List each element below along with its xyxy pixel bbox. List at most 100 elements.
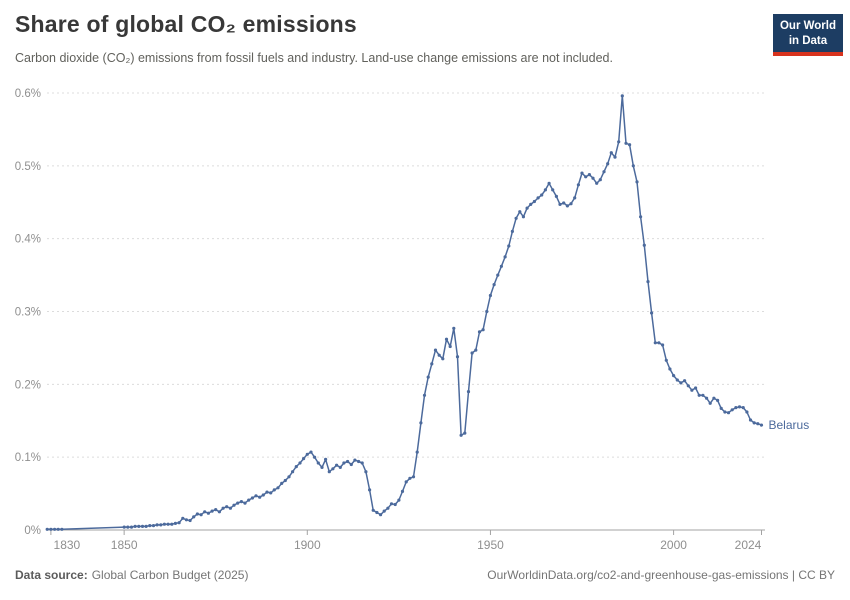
data-point[interactable]: [441, 357, 445, 361]
data-point[interactable]: [675, 378, 679, 382]
data-point[interactable]: [353, 458, 357, 462]
data-point[interactable]: [492, 283, 496, 287]
data-point[interactable]: [170, 522, 174, 526]
data-point[interactable]: [635, 180, 639, 184]
data-point[interactable]: [719, 406, 723, 410]
data-point[interactable]: [269, 491, 273, 495]
data-point[interactable]: [320, 465, 324, 469]
data-point[interactable]: [294, 465, 298, 469]
data-point[interactable]: [679, 381, 683, 385]
data-point[interactable]: [455, 355, 460, 359]
data-point[interactable]: [734, 406, 738, 410]
data-point[interactable]: [368, 488, 372, 492]
data-point[interactable]: [463, 431, 467, 435]
data-point[interactable]: [214, 508, 218, 512]
data-point[interactable]: [642, 243, 646, 247]
data-point[interactable]: [474, 348, 478, 352]
data-point[interactable]: [433, 348, 438, 352]
data-point[interactable]: [422, 393, 427, 397]
data-point[interactable]: [56, 527, 60, 531]
data-point[interactable]: [400, 489, 405, 493]
data-point[interactable]: [521, 215, 526, 219]
data-point[interactable]: [364, 470, 368, 474]
data-point[interactable]: [580, 171, 584, 175]
data-point[interactable]: [195, 512, 199, 516]
data-point[interactable]: [206, 511, 210, 515]
data-point[interactable]: [708, 401, 712, 405]
data-point[interactable]: [239, 500, 243, 504]
data-point[interactable]: [510, 229, 514, 233]
data-point[interactable]: [650, 311, 654, 315]
data-point[interactable]: [759, 423, 764, 427]
data-point[interactable]: [518, 210, 522, 214]
data-point[interactable]: [532, 199, 537, 204]
data-point[interactable]: [415, 450, 419, 454]
data-point[interactable]: [140, 524, 145, 529]
data-point[interactable]: [668, 367, 672, 371]
series-label-belarus[interactable]: Belarus: [769, 418, 810, 432]
data-point[interactable]: [646, 280, 650, 284]
data-point[interactable]: [485, 309, 489, 314]
data-point[interactable]: [45, 527, 49, 531]
data-point[interactable]: [459, 433, 463, 437]
data-point[interactable]: [148, 524, 152, 528]
data-point[interactable]: [331, 467, 335, 471]
data-point[interactable]: [309, 450, 313, 454]
data-point[interactable]: [217, 510, 221, 514]
data-point[interactable]: [122, 525, 126, 529]
data-point[interactable]: [265, 490, 269, 494]
data-point[interactable]: [430, 362, 434, 366]
data-point[interactable]: [276, 486, 280, 490]
data-point[interactable]: [752, 421, 756, 425]
data-point[interactable]: [551, 188, 555, 192]
data-point[interactable]: [565, 204, 570, 208]
data-point[interactable]: [609, 151, 613, 155]
data-point[interactable]: [558, 202, 562, 206]
data-point[interactable]: [514, 216, 518, 220]
data-point[interactable]: [375, 510, 379, 515]
data-point[interactable]: [133, 524, 137, 529]
data-point[interactable]: [507, 244, 511, 248]
data-point[interactable]: [562, 201, 566, 205]
data-point[interactable]: [569, 202, 573, 206]
data-point[interactable]: [280, 481, 284, 485]
data-point[interactable]: [393, 502, 397, 507]
data-point[interactable]: [397, 498, 401, 502]
data-point[interactable]: [411, 475, 416, 479]
data-point[interactable]: [540, 193, 544, 197]
data-point[interactable]: [712, 396, 716, 400]
data-point[interactable]: [587, 173, 592, 177]
data-point[interactable]: [313, 455, 317, 459]
data-point[interactable]: [748, 418, 753, 422]
data-point[interactable]: [664, 358, 668, 362]
data-point[interactable]: [756, 422, 760, 426]
data-point[interactable]: [602, 170, 606, 174]
data-point[interactable]: [620, 94, 624, 98]
data-point[interactable]: [166, 522, 170, 526]
data-point[interactable]: [595, 181, 599, 185]
data-point[interactable]: [536, 196, 540, 200]
data-point[interactable]: [151, 524, 156, 528]
data-point[interactable]: [672, 374, 676, 378]
data-point[interactable]: [247, 498, 251, 502]
data-point[interactable]: [529, 202, 533, 206]
data-point[interactable]: [639, 215, 643, 219]
data-point[interactable]: [624, 141, 628, 145]
data-point[interactable]: [499, 264, 503, 268]
data-point[interactable]: [547, 181, 551, 185]
data-point[interactable]: [221, 506, 225, 510]
data-point[interactable]: [730, 408, 734, 412]
data-point[interactable]: [631, 164, 635, 168]
data-point[interactable]: [184, 518, 188, 522]
data-point[interactable]: [419, 421, 423, 425]
data-point[interactable]: [360, 461, 364, 465]
data-point[interactable]: [470, 351, 474, 355]
owid-logo[interactable]: Our World in Data: [772, 14, 843, 56]
data-point[interactable]: [228, 506, 232, 510]
data-point[interactable]: [324, 457, 328, 461]
data-point[interactable]: [302, 457, 306, 461]
data-point[interactable]: [371, 508, 375, 512]
data-point[interactable]: [162, 522, 166, 526]
data-point[interactable]: [232, 503, 236, 507]
data-point[interactable]: [437, 353, 441, 357]
